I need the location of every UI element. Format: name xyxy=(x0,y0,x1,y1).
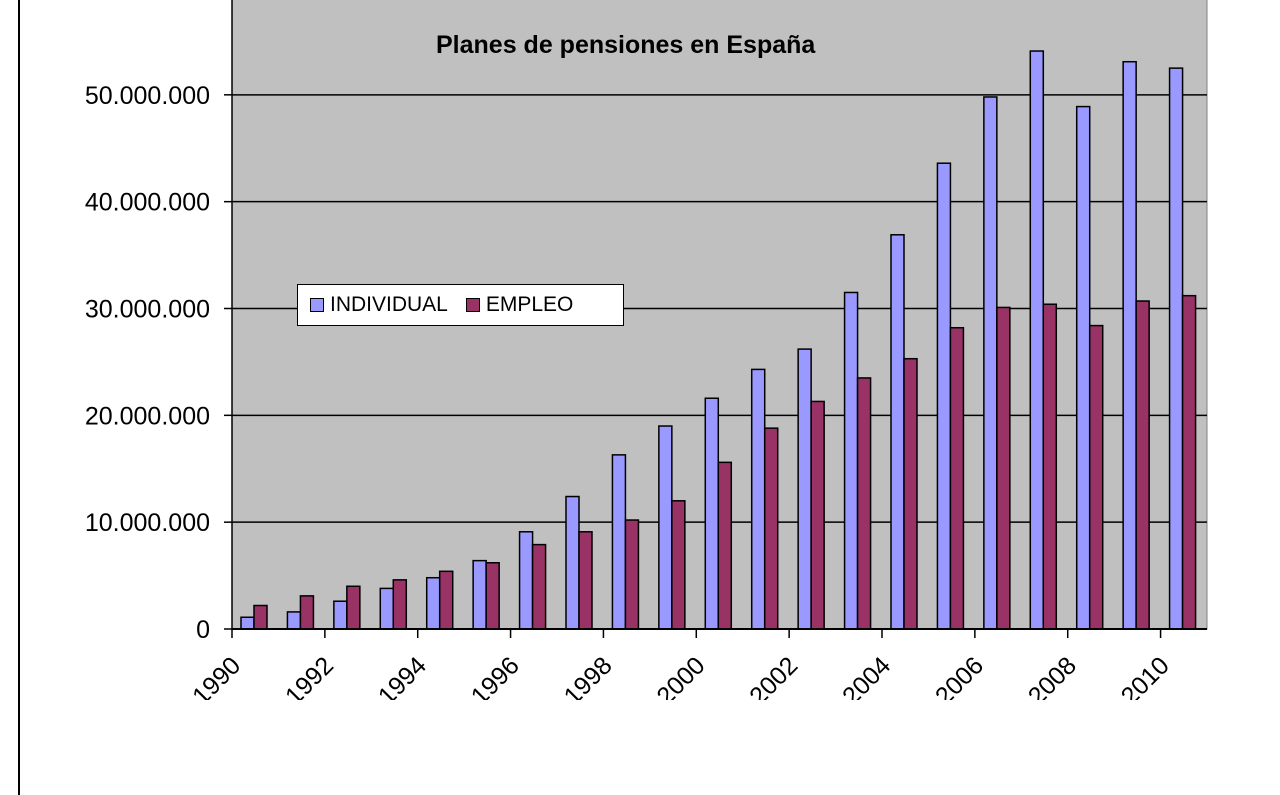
chart-border xyxy=(18,0,1280,795)
x-tick-label: 2010 xyxy=(1116,651,1175,700)
bar-individual-1994 xyxy=(425,576,441,630)
bar-individual-2005 xyxy=(936,162,952,630)
bar-empleo-2008 xyxy=(1088,324,1104,630)
legend-swatch-individual xyxy=(310,298,324,312)
bar-empleo-2010 xyxy=(1181,294,1197,630)
legend-label-individual: INDIVIDUAL xyxy=(330,293,448,316)
bar-empleo-1990 xyxy=(253,604,268,630)
bar-empleo-1995 xyxy=(485,562,500,630)
bar-empleo-1994 xyxy=(438,570,454,630)
y-tick-label: 60.000.000 xyxy=(85,0,210,3)
bar-individual-2009 xyxy=(1122,60,1137,630)
bar-individual-1991 xyxy=(286,611,302,630)
bar-individual-2002 xyxy=(797,348,812,630)
x-tick-label: 1996 xyxy=(466,651,525,700)
bar-individual-2007 xyxy=(1029,50,1045,630)
bar-chart: 0 10.000.000 20.000.000 30.000.000 40.000.00… xyxy=(85,0,1208,700)
bar-empleo-1993 xyxy=(392,579,408,630)
x-tick-label: 2004 xyxy=(837,651,896,700)
bar-empleo-1998 xyxy=(624,519,640,630)
x-tick-label: 1992 xyxy=(280,651,339,700)
x-tick-label: 2000 xyxy=(651,651,710,700)
bar-empleo-2003 xyxy=(856,377,872,630)
y-tick-label: 30.000.000 xyxy=(85,296,210,324)
bar-empleo-2000 xyxy=(717,461,733,630)
bar-individual-1997 xyxy=(565,495,580,630)
bar-individual-1998 xyxy=(611,454,627,630)
x-tick-label: 2006 xyxy=(930,651,989,700)
bar-empleo-2001 xyxy=(763,427,779,630)
bar-empleo-1991 xyxy=(299,595,315,630)
bar-empleo-2005 xyxy=(949,326,965,630)
bar-individual-1992 xyxy=(333,600,348,630)
legend: INDIVIDUAL EMPLEO xyxy=(297,284,624,326)
y-tick-label: 10.000.000 xyxy=(85,509,210,537)
x-tick-label: 1994 xyxy=(373,651,432,700)
bar-individual-2010 xyxy=(1168,67,1184,630)
bar-individual-2004 xyxy=(890,234,905,630)
bar-individual-1990 xyxy=(240,616,255,630)
y-tick-label: 50.000.000 xyxy=(85,82,210,110)
bar-empleo-2002 xyxy=(810,400,825,630)
chart-title: Planes de pensiones en España xyxy=(436,31,816,59)
bar-empleo-1996 xyxy=(531,543,547,630)
x-tick-label: 2008 xyxy=(1023,651,1082,700)
bar-individual-1995 xyxy=(472,559,487,630)
bar-empleo-2007 xyxy=(1042,303,1058,630)
x-tick-label: 1990 xyxy=(187,651,246,700)
bar-individual-2008 xyxy=(1075,105,1091,630)
bar-empleo-2009 xyxy=(1135,300,1150,630)
legend-swatch-empleo xyxy=(465,298,480,312)
y-tick-label: 40.000.000 xyxy=(85,189,210,217)
bar-individual-1999 xyxy=(658,425,673,630)
bar-empleo-2004 xyxy=(903,357,918,630)
bar-empleo-1997 xyxy=(578,531,593,630)
bar-individual-2006 xyxy=(983,96,998,630)
y-tick-label: 0 xyxy=(196,616,210,644)
bar-empleo-2006 xyxy=(996,306,1011,630)
x-tick-label: 1998 xyxy=(559,651,618,700)
x-tick-label: 2002 xyxy=(744,651,803,700)
y-tick-label: 20.000.000 xyxy=(85,402,210,430)
bar-individual-2000 xyxy=(704,397,720,630)
bar-individual-2003 xyxy=(843,291,859,630)
bar-empleo-1992 xyxy=(346,585,361,630)
bar-individual-1993 xyxy=(379,587,395,630)
legend-label-empleo: EMPLEO xyxy=(485,293,574,316)
bar-individual-1996 xyxy=(518,531,534,630)
bar-individual-2001 xyxy=(750,368,766,630)
bar-empleo-1999 xyxy=(671,500,686,630)
